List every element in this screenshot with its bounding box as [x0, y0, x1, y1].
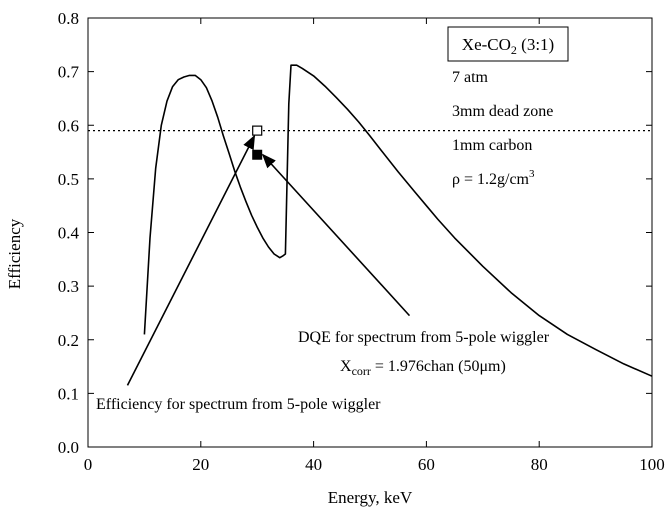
xcorr-annotation: Xcorr = 1.976chan (50μm)	[340, 358, 506, 378]
y-axis-title: Efficiency	[5, 218, 24, 289]
efficiency-arrow	[126, 134, 256, 386]
y-tick-label: 0.4	[58, 224, 80, 243]
y-tick-label: 0.0	[58, 438, 79, 457]
xcorr-main: X	[340, 358, 352, 375]
legend-box-label: Xe-CO2 (3:1)	[462, 35, 554, 57]
y-tick-label: 0.1	[58, 384, 79, 403]
dqe-annotation: DQE for spectrum from 5-pole wiggler	[298, 329, 550, 346]
x-tick-label: 60	[418, 455, 435, 474]
x-tick-label: 80	[531, 455, 548, 474]
x-axis-title: Energy, keV	[328, 488, 413, 507]
note-pressure: 7 atm	[452, 69, 489, 86]
legend-box-sub: 2	[511, 43, 517, 57]
open-square-marker	[252, 125, 263, 136]
y-tick-label: 0.5	[58, 170, 79, 189]
x-tick-label: 40	[305, 455, 322, 474]
xcorr-tail: = 1.976chan (50μm)	[371, 358, 506, 375]
xcorr-sub: corr	[352, 364, 371, 378]
note-carbon: 1mm carbon	[452, 137, 532, 154]
efficiency-curve	[143, 64, 653, 377]
note-dead-zone: 3mm dead zone	[452, 103, 553, 120]
ticks-layer: 0 20 40 60 80 100 0.0 0.1 0.2 0.3 0.4 0.5 0.6 0.7 0.8	[58, 9, 665, 474]
efficiency-annotation: Efficiency for spectrum from 5-pole wigg…	[96, 396, 381, 413]
x-tick-label: 0	[84, 455, 93, 474]
legend-box: Xe-CO2 (3:1)	[447, 26, 569, 62]
legend-box-main: Xe-CO	[462, 35, 511, 54]
x-tick-label: 100	[639, 455, 665, 474]
filled-square-marker	[252, 149, 263, 160]
y-tick-label: 0.8	[58, 9, 79, 28]
y-tick-label: 0.2	[58, 331, 79, 350]
y-tick-label: 0.3	[58, 277, 79, 296]
dqe-arrow	[261, 153, 411, 317]
y-tick-label: 0.7	[58, 63, 80, 82]
lines-layer	[88, 64, 653, 386]
legend-box-tail: (3:1)	[517, 35, 554, 54]
legend-box-frame	[447, 26, 569, 62]
y-tick-label: 0.6	[58, 116, 79, 135]
note-density-main: ρ = 1.2g/cm	[452, 171, 530, 188]
plot-frame	[87, 17, 653, 448]
note-density-sup: 3	[529, 168, 535, 180]
x-tick-label: 20	[192, 455, 209, 474]
note-density: ρ = 1.2g/cm3	[452, 168, 535, 188]
